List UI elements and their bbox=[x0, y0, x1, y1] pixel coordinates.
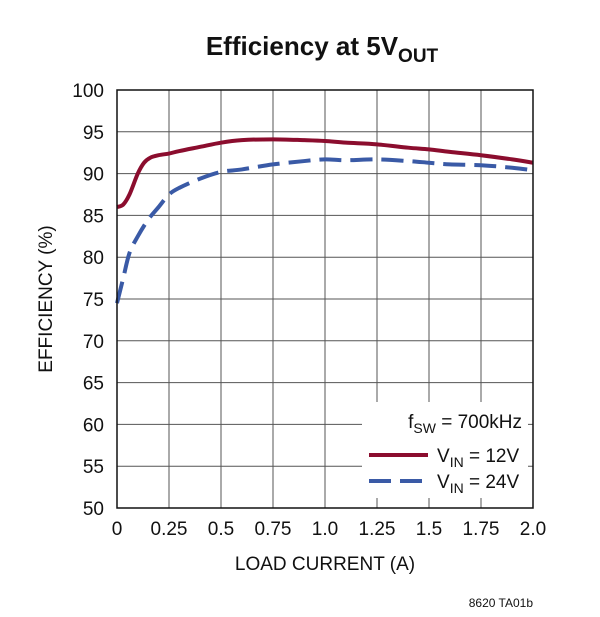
y-tick-label: 85 bbox=[83, 206, 104, 227]
legend-12v-suffix: = 12V bbox=[464, 446, 520, 467]
x-tick-label: 0 bbox=[112, 519, 123, 540]
x-tick-label: 2.0 bbox=[520, 519, 546, 540]
x-tick-label: 0.5 bbox=[208, 519, 234, 540]
chart-title-main: Efficiency at 5V bbox=[206, 31, 399, 61]
x-tick-label: 0.75 bbox=[255, 519, 292, 540]
legend-24v-prefix: V bbox=[437, 472, 450, 493]
x-tick-label: 1.25 bbox=[359, 519, 396, 540]
legend-fsw-prefix: f bbox=[408, 412, 414, 433]
x-tick-label: 1.75 bbox=[463, 519, 500, 540]
y-axis-label: EFFICIENCY (%) bbox=[36, 225, 57, 372]
legend-fsw-suffix: = 700kHz bbox=[436, 412, 522, 433]
x-axis-label: LOAD CURRENT (A) bbox=[235, 554, 415, 575]
legend: fSW = 700kHz VIN = 12V VIN = 24V bbox=[362, 402, 528, 498]
y-tick-label: 90 bbox=[83, 165, 104, 186]
x-tick-label: 0.25 bbox=[151, 519, 188, 540]
x-tick-labels: 0 0.25 0.5 0.75 1.0 1.25 1.5 1.75 2.0 bbox=[112, 519, 547, 540]
y-tick-label: 60 bbox=[83, 415, 104, 436]
y-tick-label: 100 bbox=[72, 81, 104, 102]
legend-12v-prefix: V bbox=[437, 446, 450, 467]
y-tick-label: 55 bbox=[83, 457, 104, 478]
x-tick-label: 1.5 bbox=[416, 519, 442, 540]
y-tick-label: 70 bbox=[83, 332, 104, 353]
chart-title: Efficiency at 5VOUT bbox=[206, 31, 439, 67]
series-line-24v bbox=[115, 157, 534, 304]
legend-24v-suffix: = 24V bbox=[464, 472, 520, 493]
y-tick-labels: 50 55 60 65 70 75 80 85 90 95 100 bbox=[72, 81, 104, 520]
y-tick-label: 50 bbox=[83, 499, 104, 520]
chart-title-subscript: OUT bbox=[398, 46, 439, 67]
y-tick-label: 80 bbox=[83, 248, 104, 269]
legend-fsw-note: fSW = 700kHz bbox=[408, 412, 522, 436]
legend-12v-subscript: IN bbox=[450, 454, 464, 470]
legend-fsw-subscript: SW bbox=[413, 420, 436, 436]
plot-frame bbox=[116, 89, 534, 509]
x-tick-label: 1.0 bbox=[312, 519, 338, 540]
series-lines bbox=[115, 137, 534, 304]
legend-24v-subscript: IN bbox=[450, 480, 464, 496]
legend-label-12v: VIN = 12V bbox=[437, 446, 519, 470]
series-line-12v bbox=[116, 137, 534, 209]
y-tick-label: 75 bbox=[83, 290, 104, 311]
figure-footnote: 8620 TA01b bbox=[469, 596, 534, 610]
y-tick-label: 95 bbox=[83, 123, 104, 144]
legend-label-24v: VIN = 24V bbox=[437, 472, 519, 496]
grid bbox=[116, 89, 534, 509]
y-tick-label: 65 bbox=[83, 374, 104, 395]
